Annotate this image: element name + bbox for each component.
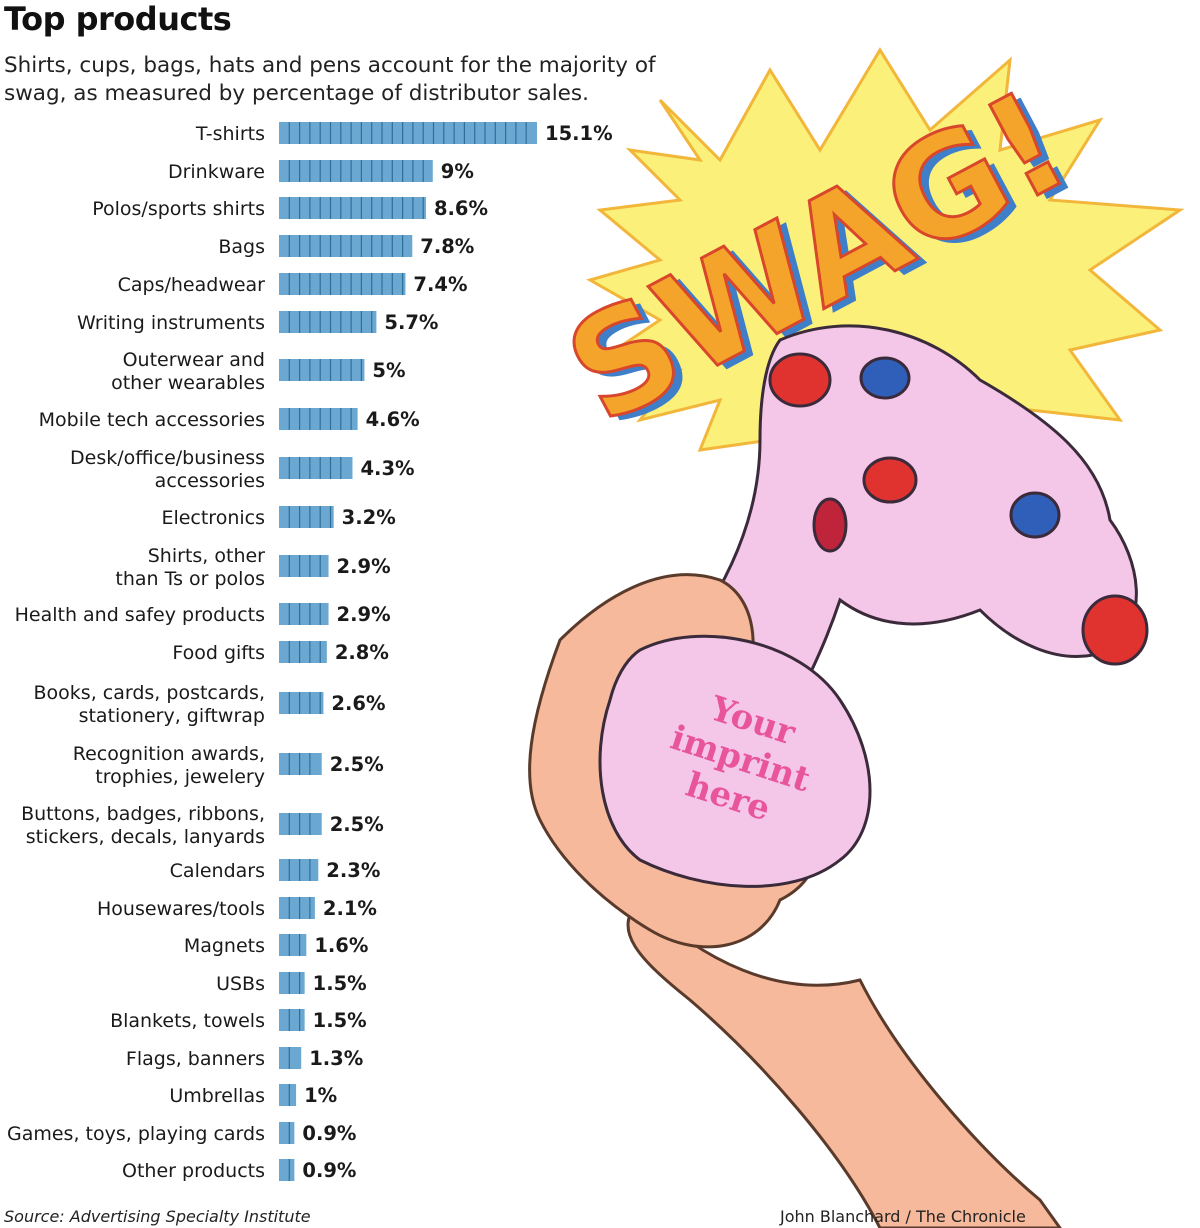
category-label: Outerwear and xyxy=(123,349,265,371)
category-label: Mobile tech accessories xyxy=(39,409,265,431)
squeezed-bulge-shape xyxy=(598,634,872,888)
category-label: stationery, giftwrap xyxy=(79,705,265,727)
category-label: Electronics xyxy=(161,507,265,529)
category-label: accessories xyxy=(155,470,265,492)
bar xyxy=(279,692,324,714)
category-label: Drinkware xyxy=(168,161,265,183)
bar-value-label: 1.5% xyxy=(313,972,367,995)
category-label: Bags xyxy=(218,236,265,258)
blue-knob-top xyxy=(859,356,911,400)
bar xyxy=(279,122,537,144)
category-label: Housewares/tools xyxy=(97,898,265,920)
bar-value-label: 2.6% xyxy=(331,692,385,715)
red-knob-left xyxy=(768,352,832,408)
bar-value-label: 2.9% xyxy=(337,603,391,626)
bar xyxy=(279,457,353,479)
bar-value-label: 0.9% xyxy=(302,1122,356,1145)
source-note: Source: Advertising Specialty Institute xyxy=(4,1207,311,1226)
category-label: than Ts or polos xyxy=(115,568,265,590)
category-label: Magnets xyxy=(184,935,265,957)
bar-value-label: 8.6% xyxy=(434,197,488,220)
toy-mouth-shape xyxy=(812,497,848,553)
bar xyxy=(279,934,307,956)
bar xyxy=(279,555,329,577)
bar-value-label: 15.1% xyxy=(545,122,613,145)
red-knob-center xyxy=(862,456,918,504)
bar xyxy=(279,408,358,430)
category-label: Other products xyxy=(122,1160,265,1182)
imprint-text: Your imprint here xyxy=(666,688,816,829)
category-label: T-shirts xyxy=(195,123,265,145)
category-label: Buttons, badges, ribbons, xyxy=(21,803,265,825)
bar xyxy=(279,273,406,295)
category-label: Books, cards, postcards, xyxy=(34,682,265,704)
category-label: Umbrellas xyxy=(169,1085,265,1107)
category-label: Desk/office/business xyxy=(70,447,265,469)
bar-value-label: 5% xyxy=(372,359,405,382)
bar xyxy=(279,359,365,381)
bar xyxy=(279,1009,305,1031)
bar-value-label: 4.6% xyxy=(366,408,420,431)
bar xyxy=(279,1047,302,1069)
bar xyxy=(279,311,377,333)
bar-value-label: 1% xyxy=(304,1084,337,1107)
bar xyxy=(279,753,322,775)
category-label: USBs xyxy=(216,973,265,995)
category-label: Flags, banners xyxy=(126,1048,265,1070)
bar xyxy=(279,1159,295,1181)
category-label: stickers, decals, lanyards xyxy=(26,826,265,848)
bar xyxy=(279,235,413,257)
chart-title: Top products xyxy=(4,0,232,38)
bar-value-label: 4.3% xyxy=(360,457,414,480)
category-label: Writing instruments xyxy=(77,312,265,334)
bar-value-label: 2.9% xyxy=(337,555,391,578)
category-label: Polos/sports shirts xyxy=(92,198,265,220)
category-label: Recognition awards, xyxy=(73,743,265,765)
bar-value-label: 2.5% xyxy=(330,753,384,776)
category-label: Shirts, other xyxy=(148,545,265,567)
bar-value-label: 2.8% xyxy=(335,641,389,664)
category-label: Food gifts xyxy=(172,642,265,664)
bar-value-label: 9% xyxy=(441,160,474,183)
chart-subtitle: Shirts, cups, bags, hats and pens accoun… xyxy=(4,53,656,106)
category-label: Games, toys, playing cards xyxy=(7,1123,265,1145)
bar xyxy=(279,1122,295,1144)
category-label: other wearables xyxy=(111,372,265,394)
bar xyxy=(279,897,315,919)
illustration-credit: John Blanchard / The Chronicle xyxy=(780,1207,1026,1226)
bar-value-label: 2.5% xyxy=(330,813,384,836)
bar xyxy=(279,197,426,219)
red-knob-end xyxy=(1081,594,1149,666)
category-label: Calendars xyxy=(170,860,265,882)
category-label: Caps/headwear xyxy=(118,274,266,296)
bar-value-label: 0.9% xyxy=(302,1159,356,1182)
toy-body-shape xyxy=(698,324,1138,723)
bar xyxy=(279,972,305,994)
blue-knob-right xyxy=(1009,491,1061,539)
arm-shape xyxy=(626,897,1062,1228)
bar xyxy=(279,641,327,663)
category-label: Health and safey products xyxy=(15,604,265,626)
bar xyxy=(279,506,334,528)
bar-value-label: 3.2% xyxy=(342,506,396,529)
category-label: trophies, jewelery xyxy=(95,766,265,788)
bar-value-label: 1.3% xyxy=(309,1047,363,1070)
bar-value-label: 1.6% xyxy=(314,934,368,957)
bar-value-label: 1.5% xyxy=(313,1009,367,1032)
category-label: Blankets, towels xyxy=(110,1010,265,1032)
bar xyxy=(279,859,319,881)
bar-value-label: 5.7% xyxy=(384,311,438,334)
bar-value-label: 2.3% xyxy=(326,859,380,882)
bar-value-label: 7.8% xyxy=(420,235,474,258)
bar xyxy=(279,603,329,625)
bar xyxy=(279,1084,297,1106)
bar xyxy=(279,160,433,182)
bar-value-label: 2.1% xyxy=(323,897,377,920)
bar-value-label: 7.4% xyxy=(413,273,467,296)
bar xyxy=(279,813,322,835)
